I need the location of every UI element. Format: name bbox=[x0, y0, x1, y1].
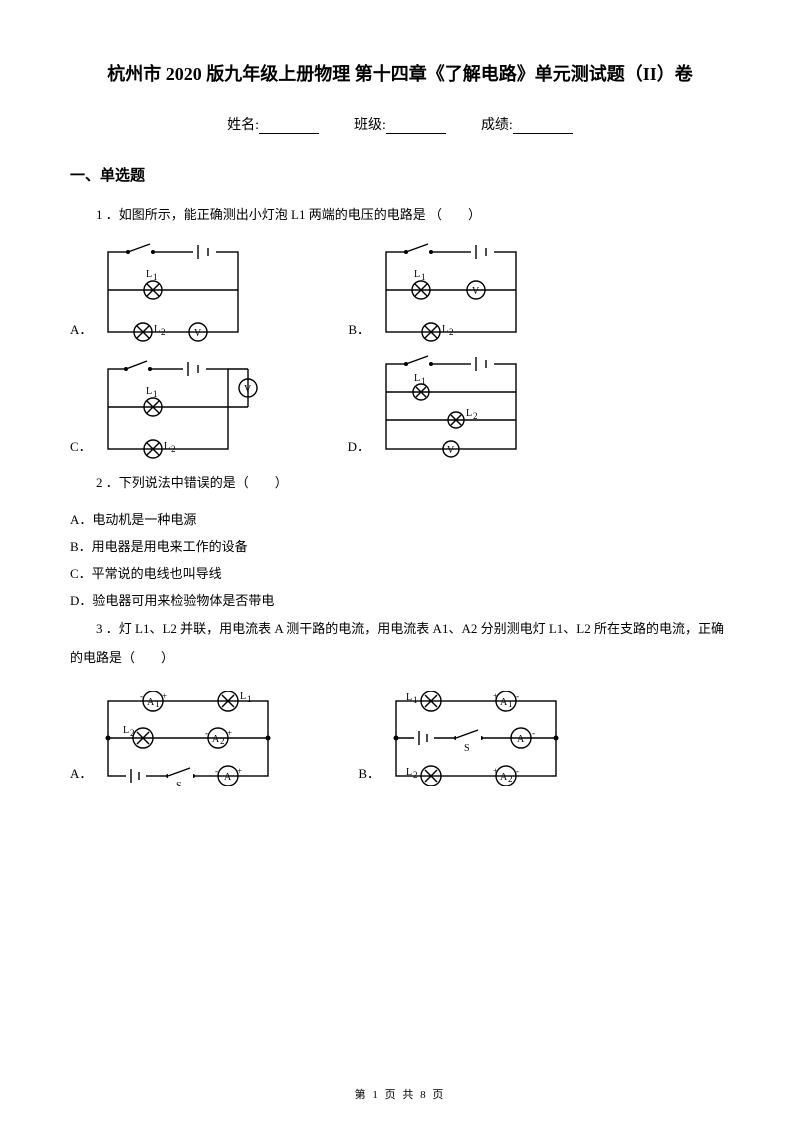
svg-text:A: A bbox=[224, 772, 232, 783]
svg-text:L: L bbox=[164, 441, 170, 452]
q3-row: A． -+ A1 L1 L2 -+ A2 bbox=[70, 691, 730, 786]
q3-option-b: B． L1 +- A1 S A bbox=[358, 691, 566, 786]
svg-text:S: S bbox=[464, 743, 470, 754]
svg-text:2: 2 bbox=[449, 327, 454, 337]
q2-c: C．平常说的电线也叫导线 bbox=[70, 563, 730, 582]
svg-text:A: A bbox=[147, 697, 155, 708]
q1-diagram-a: L1 L2 V bbox=[98, 242, 248, 342]
svg-text:1: 1 bbox=[155, 699, 160, 709]
svg-text:1: 1 bbox=[153, 389, 158, 399]
svg-text:1: 1 bbox=[421, 272, 426, 282]
svg-text:2: 2 bbox=[413, 770, 418, 780]
svg-text:2: 2 bbox=[508, 774, 513, 784]
q3-stem-1: 3 ．灯 L1、L2 并联，用电流表 A 测干路的电流，用电流表 A1、A2 分… bbox=[70, 617, 730, 642]
section-1-heading: 一、单选题 bbox=[70, 164, 730, 185]
svg-text:S: S bbox=[176, 781, 182, 786]
svg-text:L: L bbox=[123, 725, 129, 736]
svg-text:1: 1 bbox=[421, 376, 426, 386]
q1-a-letter: A． bbox=[70, 319, 92, 342]
svg-text:A: A bbox=[517, 734, 525, 745]
svg-text:-: - bbox=[532, 728, 535, 738]
q3-stem-2: 的电路是（ ） bbox=[70, 646, 730, 671]
q1-stem: 1 ．如图所示，能正确测出小灯泡 L1 两端的电压的电路是 （ ） bbox=[70, 203, 730, 228]
svg-text:+: + bbox=[227, 728, 232, 738]
svg-text:1: 1 bbox=[413, 695, 418, 705]
page-footer: 第 1 页 共 8 页 bbox=[0, 1086, 800, 1102]
svg-text:2: 2 bbox=[171, 444, 176, 454]
q2-d: D．验电器可用来检验物体是否带电 bbox=[70, 590, 730, 609]
svg-text:L: L bbox=[154, 324, 160, 335]
q1-row-1: A． L1 bbox=[70, 242, 730, 342]
q1-d-letter: D． bbox=[348, 436, 370, 459]
svg-text:V: V bbox=[194, 328, 202, 339]
q2-a: A．电动机是一种电源 bbox=[70, 509, 730, 528]
score-blank bbox=[513, 119, 573, 134]
svg-text:L: L bbox=[414, 269, 420, 280]
svg-text:-: - bbox=[140, 691, 143, 701]
svg-text:L: L bbox=[240, 691, 246, 702]
svg-text:+: + bbox=[493, 766, 498, 776]
svg-text:A: A bbox=[500, 772, 508, 783]
svg-text:-: - bbox=[516, 691, 519, 701]
svg-text:+: + bbox=[237, 766, 242, 776]
svg-text:-: - bbox=[205, 728, 208, 738]
q1-diagram-d: L1 L2 V bbox=[376, 354, 526, 459]
svg-text:V: V bbox=[244, 384, 252, 395]
q3-option-a: A． -+ A1 L1 L2 -+ A2 bbox=[70, 691, 278, 786]
page: 杭州市 2020 版九年级上册物理 第十四章《了解电路》单元测试题（II）卷 姓… bbox=[0, 0, 800, 1132]
svg-text:L: L bbox=[466, 408, 472, 419]
q1-option-a: A． L1 bbox=[70, 242, 248, 342]
svg-text:L: L bbox=[406, 767, 412, 778]
svg-text:2: 2 bbox=[161, 327, 166, 337]
class-label: 班级: bbox=[354, 118, 386, 133]
info-line: 姓名: 班级: 成绩: bbox=[70, 114, 730, 134]
svg-text:+: + bbox=[493, 691, 498, 701]
q1-option-d: D． L1 L2 bbox=[348, 354, 526, 459]
q1-row-2: C． V L1 bbox=[70, 354, 730, 459]
q1-b-letter: B． bbox=[348, 319, 370, 342]
q3-diagram-a: -+ A1 L1 L2 -+ A2 bbox=[98, 691, 278, 786]
svg-text:A: A bbox=[500, 697, 508, 708]
q1-c-letter: C． bbox=[70, 436, 92, 459]
svg-text:V: V bbox=[447, 445, 455, 456]
svg-text:A: A bbox=[212, 734, 220, 745]
name-blank bbox=[259, 119, 319, 134]
svg-text:2: 2 bbox=[473, 411, 478, 421]
paper-title: 杭州市 2020 版九年级上册物理 第十四章《了解电路》单元测试题（II）卷 bbox=[70, 60, 730, 86]
score-label: 成绩: bbox=[481, 118, 513, 133]
q2-options: A．电动机是一种电源 B．用电器是用电来工作的设备 C．平常说的电线也叫导线 D… bbox=[70, 509, 730, 609]
q3-diagram-b: L1 +- A1 S A - L2 bbox=[386, 691, 566, 786]
svg-text:-: - bbox=[516, 766, 519, 776]
q1-option-c: C． V L1 bbox=[70, 359, 258, 459]
svg-text:L: L bbox=[442, 324, 448, 335]
name-label: 姓名: bbox=[227, 118, 259, 133]
class-blank bbox=[386, 119, 446, 134]
q1-diagram-b: L1 V L2 bbox=[376, 242, 526, 342]
svg-text:L: L bbox=[146, 269, 152, 280]
q2-b: B．用电器是用电来工作的设备 bbox=[70, 536, 730, 555]
q3-b-letter: B． bbox=[358, 763, 380, 786]
q1-diagram-c: V L1 L2 bbox=[98, 359, 258, 459]
q2-stem: 2 ．下列说法中错误的是（ ） bbox=[70, 471, 730, 496]
svg-text:2: 2 bbox=[220, 736, 225, 746]
svg-text:1: 1 bbox=[508, 699, 513, 709]
svg-text:L: L bbox=[406, 692, 412, 703]
svg-text:1: 1 bbox=[153, 272, 158, 282]
svg-text:L: L bbox=[146, 386, 152, 397]
svg-text:1: 1 bbox=[247, 694, 252, 704]
svg-text:2: 2 bbox=[130, 728, 135, 738]
svg-text:L: L bbox=[414, 373, 420, 384]
q1-option-b: B． L1 V L2 bbox=[348, 242, 526, 342]
svg-text:-: - bbox=[215, 766, 218, 776]
svg-text:V: V bbox=[472, 286, 480, 297]
q3-a-letter: A． bbox=[70, 763, 92, 786]
svg-text:+: + bbox=[162, 691, 167, 701]
